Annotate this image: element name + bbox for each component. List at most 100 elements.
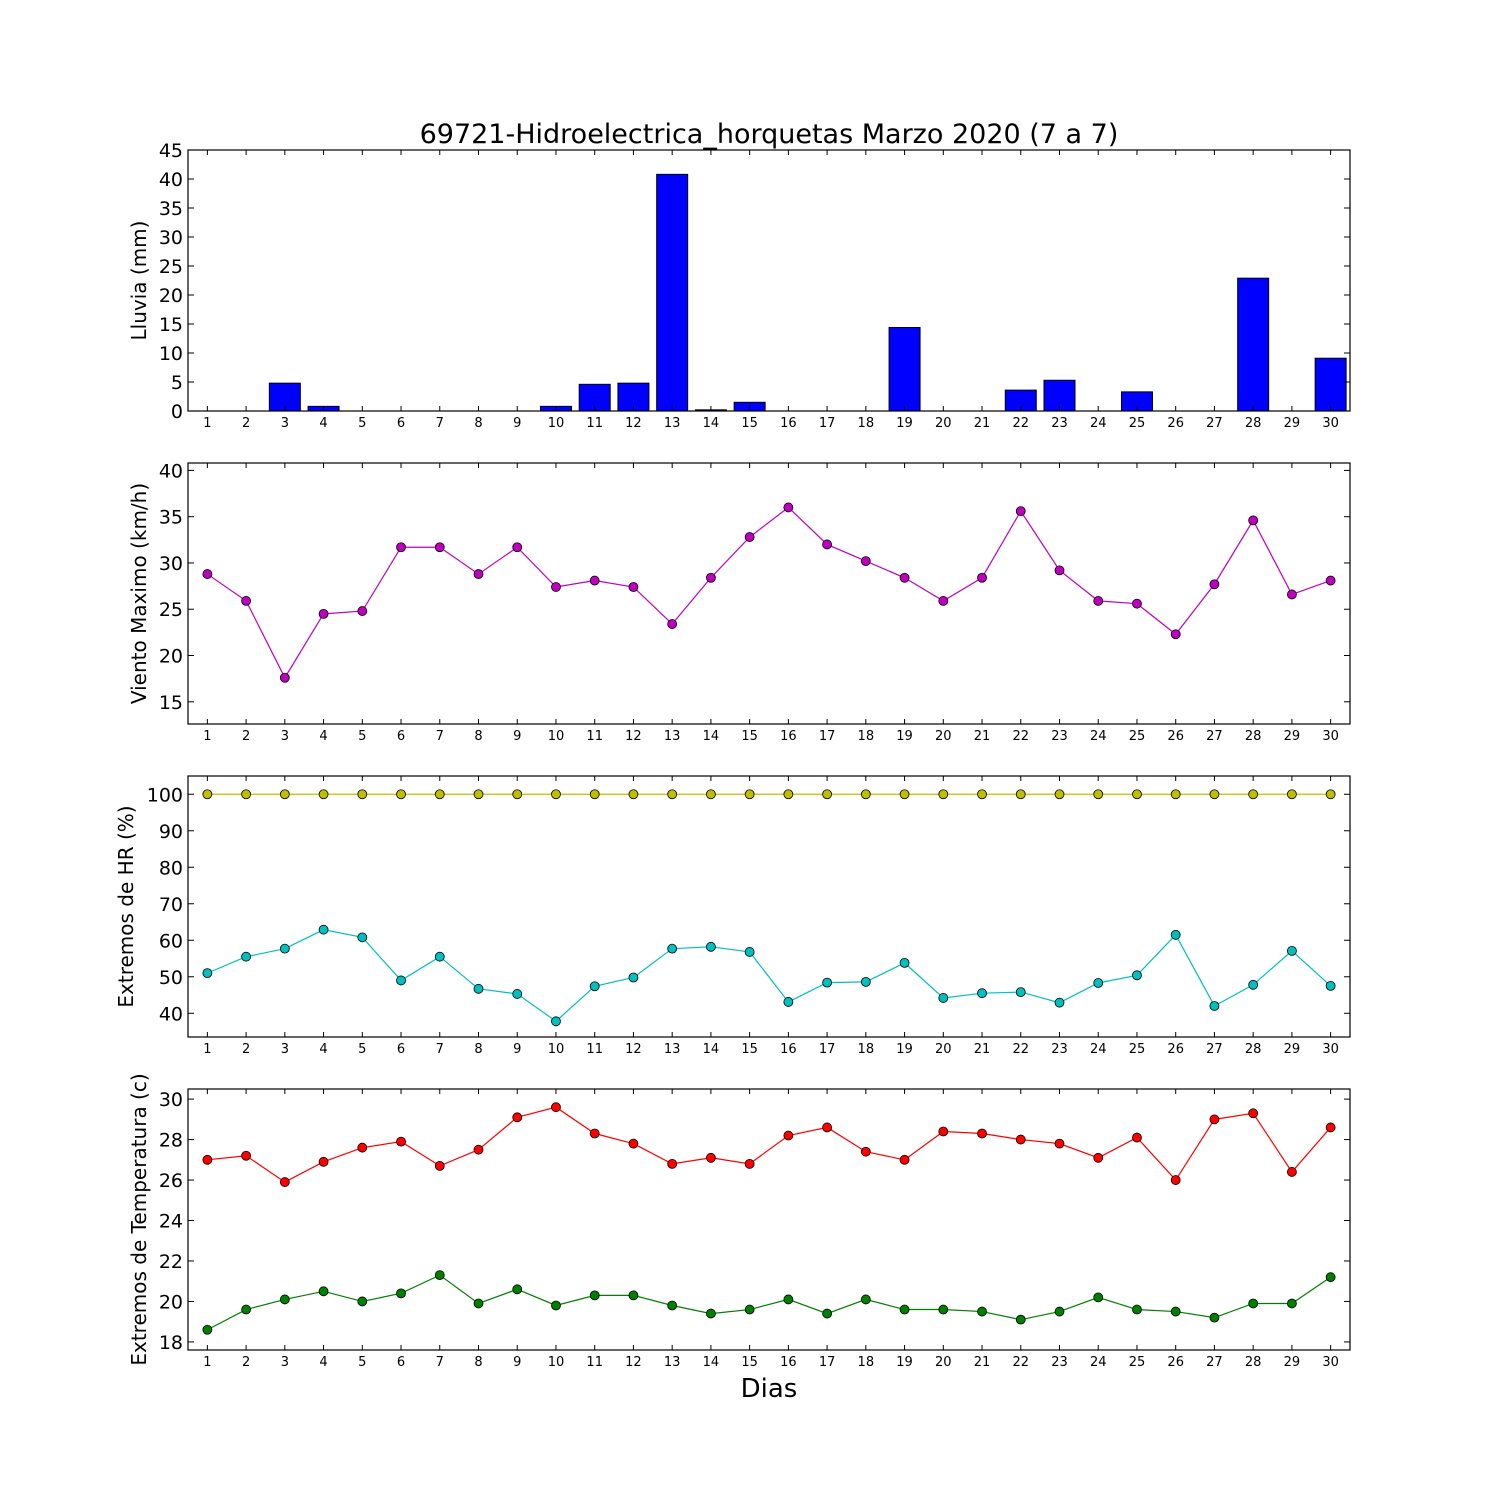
point-s1-day-4 bbox=[318, 789, 329, 800]
point-s1-day-21 bbox=[977, 1128, 987, 1139]
point-s2-day-26 bbox=[1170, 929, 1181, 940]
x-tick-label: 5 bbox=[358, 729, 366, 744]
point-s1-day-19 bbox=[899, 1154, 910, 1165]
x-tick-label: 20 bbox=[935, 729, 952, 744]
plot-area bbox=[188, 150, 1350, 411]
point-s1-day-29 bbox=[1287, 589, 1297, 600]
x-tick-label: 5 bbox=[358, 1042, 366, 1057]
point-s1-day-10 bbox=[551, 582, 561, 592]
point-s1-day-6 bbox=[396, 542, 406, 553]
point-s1-day-9 bbox=[512, 542, 523, 553]
x-tick-label: 16 bbox=[780, 729, 797, 744]
point-s1-day-24 bbox=[1093, 596, 1104, 606]
x-tick-label: 2 bbox=[242, 416, 250, 431]
point-s2-day-2 bbox=[241, 1304, 252, 1315]
point-s2-day-3 bbox=[279, 1294, 290, 1305]
point-s1-day-17 bbox=[822, 1122, 832, 1133]
x-tick-label: 28 bbox=[1245, 729, 1262, 744]
x-tick-label: 22 bbox=[1012, 1355, 1029, 1370]
x-tick-label: 11 bbox=[586, 416, 603, 431]
x-tick-label: 10 bbox=[548, 1355, 565, 1370]
point-s2-day-9 bbox=[512, 1284, 523, 1295]
x-tick-label: 15 bbox=[741, 1042, 758, 1057]
point-s2-day-20 bbox=[938, 1304, 949, 1315]
point-s1-day-22 bbox=[1015, 789, 1026, 800]
x-tick-label: 18 bbox=[858, 416, 875, 431]
point-s1-day-15 bbox=[744, 789, 755, 800]
point-s2-day-14 bbox=[706, 941, 716, 952]
x-tick-label: 4 bbox=[319, 1355, 327, 1370]
x-tick-label: 2 bbox=[242, 1042, 250, 1057]
point-s2-day-5 bbox=[357, 1296, 368, 1307]
point-s2-day-19 bbox=[899, 957, 910, 968]
x-tick-label: 14 bbox=[703, 1355, 720, 1370]
plot-frame bbox=[187, 775, 1351, 1038]
y-tick-label: 20 bbox=[159, 1291, 183, 1313]
point-s1-day-7 bbox=[434, 1160, 445, 1171]
point-s2-day-11 bbox=[589, 1290, 600, 1301]
y-tick-label: 30 bbox=[159, 227, 183, 249]
series-line-1 bbox=[207, 506, 1331, 679]
point-s1-day-20 bbox=[938, 596, 949, 606]
x-tick-label: 23 bbox=[1051, 1355, 1068, 1370]
x-tick-label: 29 bbox=[1284, 729, 1301, 744]
point-s1-day-27 bbox=[1209, 1114, 1220, 1125]
y-tick-label: 90 bbox=[159, 821, 183, 843]
x-tick-label: 7 bbox=[436, 729, 444, 744]
point-s1-day-10 bbox=[551, 1102, 561, 1113]
y-tick-label: 30 bbox=[159, 553, 183, 575]
point-s2-day-17 bbox=[822, 1308, 832, 1319]
x-tick-label: 8 bbox=[474, 416, 482, 431]
x-tick-label: 27 bbox=[1206, 1355, 1223, 1370]
point-s1-day-4 bbox=[318, 608, 329, 619]
point-s1-day-14 bbox=[706, 789, 716, 800]
y-tick-label: 15 bbox=[159, 314, 183, 336]
point-s1-day-9 bbox=[512, 1112, 523, 1123]
y-axis-label: Extremos de HR (%) bbox=[114, 805, 138, 1007]
point-s1-day-28 bbox=[1248, 515, 1259, 526]
x-tick-label: 20 bbox=[935, 1355, 952, 1370]
x-tick-label: 10 bbox=[548, 729, 565, 744]
x-tick-label: 24 bbox=[1090, 729, 1107, 744]
plot-frame bbox=[187, 462, 1351, 725]
x-tick-label: 29 bbox=[1284, 1355, 1301, 1370]
x-tick-label: 13 bbox=[664, 416, 681, 431]
y-tick-label: 40 bbox=[159, 460, 183, 482]
point-s1-day-25 bbox=[1132, 1132, 1142, 1143]
point-s2-day-15 bbox=[744, 947, 755, 957]
point-s1-day-13 bbox=[667, 789, 678, 800]
x-tick-label: 12 bbox=[625, 729, 642, 744]
series-line-1 bbox=[207, 1106, 1332, 1183]
x-tick-label: 16 bbox=[780, 1355, 797, 1370]
y-tick-label: 28 bbox=[159, 1130, 183, 1152]
point-s2-day-28 bbox=[1248, 979, 1259, 990]
point-s2-day-20 bbox=[938, 993, 949, 1003]
x-axis-label: Dias bbox=[741, 1374, 798, 1404]
point-s2-day-7 bbox=[434, 1270, 445, 1281]
y-tick-label: 25 bbox=[159, 256, 183, 278]
bar-day-30 bbox=[1314, 357, 1347, 412]
x-tick-label: 18 bbox=[858, 1355, 875, 1370]
x-tick-label: 8 bbox=[474, 1042, 482, 1057]
x-tick-label: 16 bbox=[780, 1042, 797, 1057]
x-tick-label: 17 bbox=[819, 416, 836, 431]
x-tick-label: 24 bbox=[1090, 416, 1107, 431]
x-tick-label: 28 bbox=[1245, 416, 1262, 431]
point-s2-day-4 bbox=[318, 924, 329, 935]
bar-day-28 bbox=[1237, 277, 1270, 412]
x-tick-label: 5 bbox=[358, 416, 366, 431]
x-tick-label: 3 bbox=[281, 729, 289, 744]
point-s1-day-30 bbox=[1325, 575, 1336, 586]
point-s2-day-6 bbox=[396, 1288, 406, 1299]
point-s2-day-24 bbox=[1093, 1292, 1104, 1303]
point-s1-day-14 bbox=[706, 572, 716, 583]
x-tick-label: 22 bbox=[1012, 416, 1029, 431]
point-s2-day-13 bbox=[667, 943, 678, 954]
point-s1-day-28 bbox=[1248, 1108, 1259, 1119]
point-s2-day-5 bbox=[357, 932, 368, 943]
point-s2-day-24 bbox=[1093, 978, 1104, 988]
x-tick-label: 11 bbox=[586, 729, 603, 744]
x-tick-label: 3 bbox=[281, 1042, 289, 1057]
x-tick-label: 6 bbox=[397, 1042, 405, 1057]
x-tick-label: 8 bbox=[474, 729, 482, 744]
